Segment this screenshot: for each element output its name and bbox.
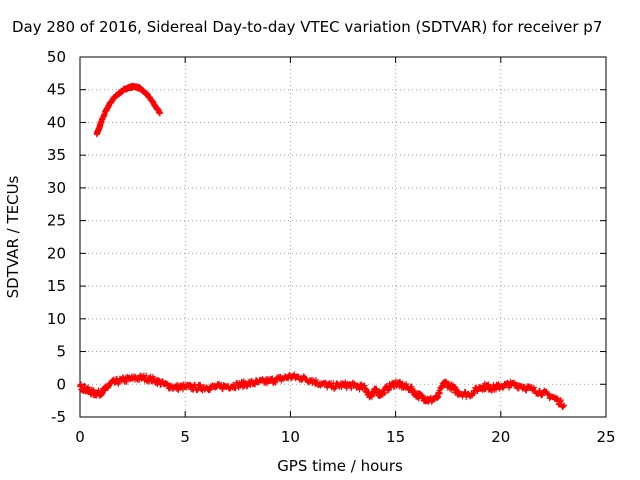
data-point xyxy=(331,385,338,392)
data-point xyxy=(557,398,564,405)
data-point xyxy=(390,383,397,390)
data-point xyxy=(197,381,204,388)
y-tick-label: 25 xyxy=(47,212,66,230)
y-tick-label: 5 xyxy=(56,343,66,361)
data-point xyxy=(471,389,478,396)
x-axis-label: GPS time / hours xyxy=(277,457,403,475)
x-tick-labels: 0 5 10 15 20 25 xyxy=(75,428,615,446)
data-point xyxy=(269,375,276,382)
data-point xyxy=(492,386,499,393)
data-series xyxy=(77,82,567,410)
data-point xyxy=(381,390,388,397)
series-upper-arc xyxy=(93,82,163,138)
y-tick-label: 15 xyxy=(47,277,66,295)
data-point xyxy=(312,377,319,384)
y-tick-label: 20 xyxy=(47,244,66,262)
data-point xyxy=(272,379,279,386)
series-lower-trace xyxy=(77,371,567,410)
y-tick-label: 35 xyxy=(47,146,66,164)
data-point xyxy=(143,372,150,379)
data-point xyxy=(164,380,171,387)
x-tick-label: 0 xyxy=(75,428,85,446)
y-tick-labels: -5 0 5 10 15 20 25 30 35 40 45 50 xyxy=(47,48,66,426)
data-point xyxy=(146,374,153,381)
x-tick-label: 5 xyxy=(180,428,190,446)
y-tick-label: 45 xyxy=(47,81,66,99)
grid-lines xyxy=(80,57,606,417)
data-point xyxy=(159,377,166,384)
y-tick-label: 40 xyxy=(47,113,66,131)
data-point xyxy=(194,387,201,394)
data-point xyxy=(356,386,363,393)
x-tick-label: 25 xyxy=(596,428,615,446)
data-point xyxy=(436,390,443,397)
data-point xyxy=(485,381,492,388)
data-point xyxy=(560,402,567,409)
data-point xyxy=(77,381,84,388)
y-axis-label: SDTVAR / TECUs xyxy=(4,175,22,298)
y-tick-label: 30 xyxy=(47,179,66,197)
x-tick-label: 10 xyxy=(281,428,300,446)
y-tick-label: 10 xyxy=(47,310,66,328)
data-point xyxy=(232,385,239,392)
y-tick-label: 50 xyxy=(47,48,66,66)
data-point xyxy=(530,384,537,391)
chart-title: Day 280 of 2016, Sidereal Day-to-day VTE… xyxy=(12,18,602,36)
plot-frame xyxy=(79,56,607,418)
x-tick-label: 20 xyxy=(491,428,510,446)
data-point xyxy=(557,397,564,404)
data-point xyxy=(156,110,163,117)
y-tick-label: 0 xyxy=(56,375,66,393)
y-tick-label: -5 xyxy=(51,408,66,426)
x-tick-label: 15 xyxy=(386,428,405,446)
data-point xyxy=(560,403,567,410)
axis-ticks xyxy=(79,56,607,418)
data-point xyxy=(123,378,130,385)
data-point xyxy=(434,395,441,402)
